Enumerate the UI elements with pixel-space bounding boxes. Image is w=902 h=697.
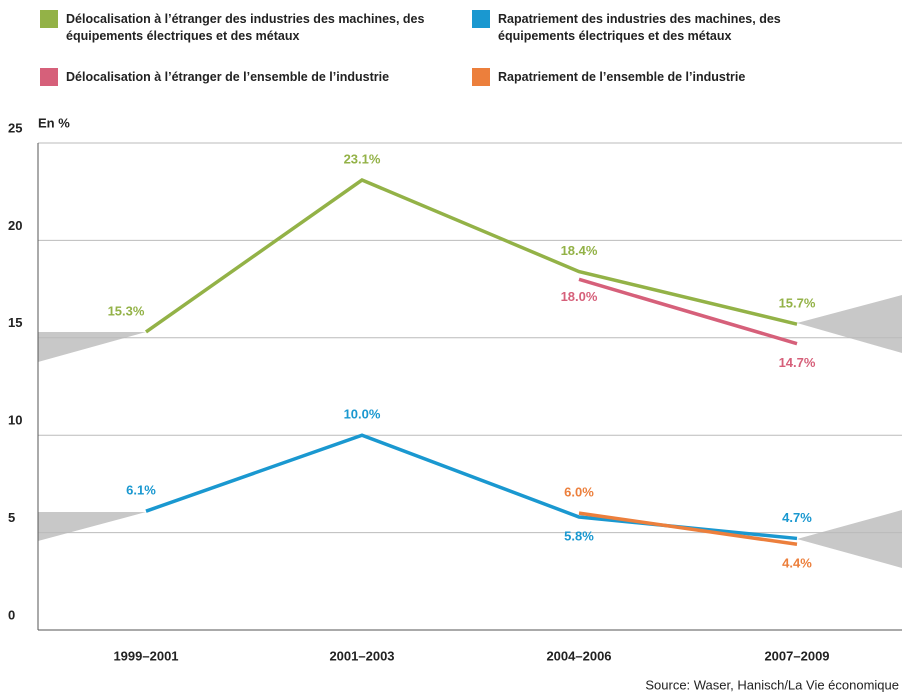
legend-swatch	[472, 10, 490, 28]
legend-label: Rapatriement de l’ensemble de l’industri…	[498, 70, 746, 84]
x-tick-label: 2004–2006	[546, 648, 611, 663]
data-label: 18.4%	[561, 243, 598, 258]
x-tick-label: 2001–2003	[329, 648, 394, 663]
x-tick-label: 2007–2009	[764, 648, 829, 663]
legend-label: Délocalisation à l’étranger de l’ensembl…	[66, 70, 390, 84]
data-label: 5.8%	[564, 528, 594, 543]
legend-swatch	[472, 68, 490, 86]
legend-swatch	[40, 68, 58, 86]
series-line	[144, 178, 798, 334]
legend-label: Délocalisation à l’étranger des industri…	[66, 12, 425, 43]
decor-shape	[797, 510, 902, 568]
y-tick-label: 25	[8, 120, 22, 135]
y-tick-label: 0	[8, 607, 15, 622]
data-label: 14.7%	[779, 355, 816, 370]
data-label: 4.4%	[782, 556, 812, 571]
data-label: 6.1%	[126, 483, 156, 498]
y-tick-label: 5	[8, 510, 15, 525]
data-label: 18.0%	[561, 289, 598, 304]
data-label: 23.1%	[344, 151, 381, 166]
decor-shape	[797, 295, 902, 353]
x-tick-label: 1999–2001	[113, 648, 178, 663]
data-label: 10.0%	[344, 407, 381, 422]
data-label: 6.0%	[564, 485, 594, 500]
series-line	[578, 277, 798, 346]
y-tick-label: 20	[8, 218, 22, 233]
legend-label: Rapatriement des industries des machines…	[498, 12, 781, 43]
decor-shape	[38, 332, 146, 362]
data-label: 15.3%	[108, 303, 145, 318]
source: Source: Waser, Hanisch/La Vie économique	[645, 677, 899, 692]
data-label: 4.7%	[782, 510, 812, 525]
series-line	[145, 433, 798, 541]
y-tick-label: 10	[8, 413, 22, 428]
y-tick-label: 15	[8, 315, 22, 330]
series-line	[578, 511, 798, 547]
legend-swatch	[40, 10, 58, 28]
data-label: 15.7%	[779, 296, 816, 311]
decor-shape	[38, 512, 146, 541]
y-axis-label: En %	[38, 115, 70, 130]
